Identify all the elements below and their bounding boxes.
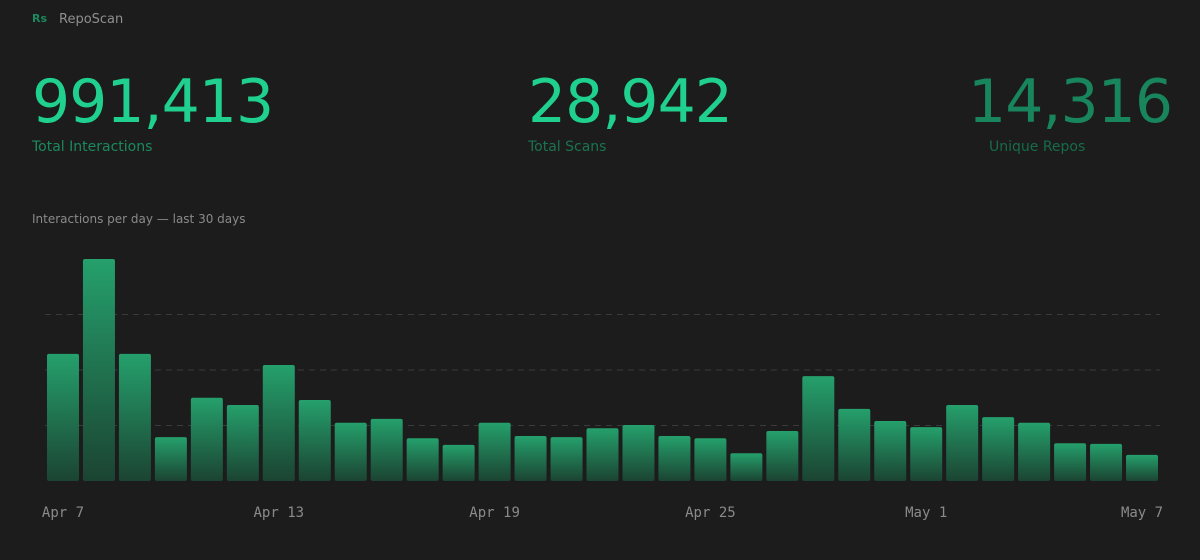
chart: Apr 7 Apr 13 Apr 19 Apr 25 May 1 May 7	[42, 259, 1163, 521]
bar	[370, 418, 403, 481]
x-tick-label: Apr 13	[254, 505, 305, 521]
x-tick-label: Apr 7	[42, 505, 84, 521]
bar	[226, 404, 259, 481]
bar	[190, 397, 223, 481]
bar	[46, 353, 79, 481]
bar	[1018, 422, 1051, 481]
bar	[82, 259, 115, 481]
bar	[766, 431, 799, 481]
stat-value: 991,413	[32, 67, 273, 137]
x-tick-label: Apr 25	[685, 505, 736, 521]
x-tick-label: May 1	[905, 505, 947, 521]
bar	[730, 453, 763, 481]
bar	[694, 438, 727, 481]
bar	[262, 365, 295, 481]
bar	[838, 408, 871, 481]
stat-label: Unique Repos	[989, 139, 1085, 155]
bar	[334, 422, 367, 481]
bar	[982, 417, 1015, 481]
brand-name[interactable]: RepoScan	[59, 12, 123, 27]
bar	[586, 428, 619, 481]
stat-label: Total Interactions	[31, 139, 152, 155]
bar	[154, 437, 187, 481]
bar	[1054, 443, 1087, 481]
bar	[298, 399, 331, 481]
stat-value: 14,316	[968, 67, 1172, 137]
stat-label: Total Scans	[527, 139, 606, 155]
chart-title: Interactions per day — last 30 days	[32, 212, 246, 226]
bar	[658, 436, 691, 481]
bar	[802, 376, 835, 481]
bar	[622, 424, 655, 481]
bar	[406, 438, 439, 481]
bar	[910, 427, 943, 481]
bar	[1090, 443, 1123, 481]
bar	[1126, 454, 1159, 481]
stat-value: 28,942	[528, 67, 732, 137]
bar	[442, 444, 475, 481]
x-tick-label: Apr 19	[469, 505, 520, 521]
bar	[874, 421, 907, 481]
bar	[118, 353, 151, 481]
x-tick-label: May 7	[1121, 505, 1163, 521]
bar	[550, 437, 583, 481]
brand-icon: Rs	[32, 12, 47, 25]
bar	[946, 404, 979, 481]
bar	[478, 422, 511, 481]
bar	[514, 436, 547, 481]
